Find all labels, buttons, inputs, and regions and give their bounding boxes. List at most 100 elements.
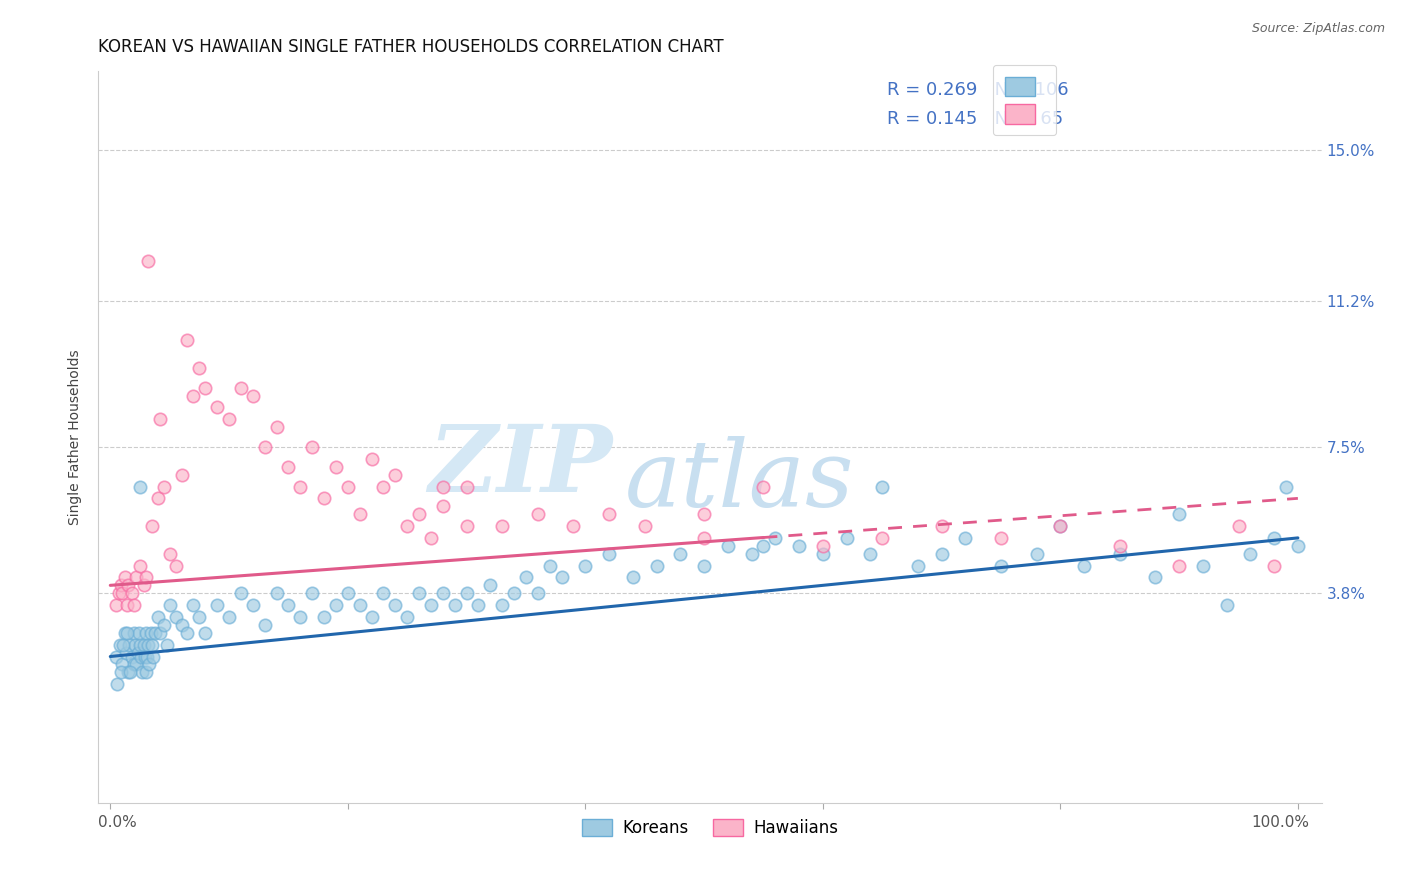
Point — [165, 610, 187, 624]
Text: R = 0.269   N = 106: R = 0.269 N = 106 — [887, 80, 1069, 99]
Point — [122, 625, 145, 640]
Point — [159, 598, 181, 612]
Point — [990, 558, 1012, 573]
Point — [562, 519, 585, 533]
Point — [142, 649, 165, 664]
Point — [443, 598, 465, 612]
Point — [456, 586, 478, 600]
Point — [277, 598, 299, 612]
Point — [122, 598, 145, 612]
Point — [132, 578, 155, 592]
Point — [396, 519, 419, 533]
Point — [110, 578, 132, 592]
Point — [527, 586, 550, 600]
Text: R = 0.145   N =  65: R = 0.145 N = 65 — [887, 110, 1064, 128]
Point — [115, 598, 138, 612]
Point — [752, 479, 775, 493]
Point — [138, 657, 160, 672]
Point — [229, 586, 252, 600]
Point — [693, 558, 716, 573]
Point — [763, 531, 786, 545]
Point — [325, 598, 347, 612]
Point — [146, 610, 169, 624]
Point — [266, 586, 288, 600]
Point — [218, 610, 240, 624]
Text: ZIP: ZIP — [427, 421, 612, 511]
Point — [870, 479, 893, 493]
Point — [183, 388, 205, 402]
Point — [811, 547, 834, 561]
Point — [131, 665, 153, 680]
Point — [136, 649, 159, 664]
Point — [420, 598, 443, 612]
Point — [420, 531, 443, 545]
Text: atlas: atlas — [624, 436, 853, 526]
Point — [129, 558, 152, 573]
Text: 0.0%: 0.0% — [98, 814, 138, 830]
Point — [693, 531, 716, 545]
Point — [129, 638, 152, 652]
Point — [432, 500, 454, 514]
Point — [141, 638, 163, 652]
Point — [1108, 547, 1130, 561]
Point — [111, 657, 134, 672]
Point — [456, 479, 478, 493]
Point — [120, 665, 142, 680]
Point — [159, 547, 181, 561]
Point — [1168, 558, 1191, 573]
Point — [1049, 519, 1071, 533]
Point — [156, 638, 179, 652]
Point — [870, 531, 893, 545]
Point — [634, 519, 657, 533]
Point — [118, 638, 141, 652]
Point — [152, 618, 174, 632]
Point — [141, 519, 163, 533]
Point — [110, 665, 132, 680]
Point — [205, 598, 228, 612]
Point — [128, 625, 150, 640]
Point — [136, 638, 159, 652]
Point — [183, 598, 205, 612]
Point — [1192, 558, 1215, 573]
Point — [955, 531, 977, 545]
Point — [1215, 598, 1237, 612]
Point — [290, 479, 312, 493]
Point — [360, 451, 382, 466]
Point — [859, 547, 882, 561]
Point — [188, 610, 211, 624]
Point — [538, 558, 561, 573]
Point — [432, 479, 454, 493]
Point — [1168, 507, 1191, 521]
Point — [491, 519, 513, 533]
Point — [301, 586, 323, 600]
Point — [349, 507, 371, 521]
Point — [125, 570, 148, 584]
Point — [835, 531, 858, 545]
Point — [115, 625, 138, 640]
Point — [111, 586, 134, 600]
Point — [129, 479, 152, 493]
Point — [112, 638, 135, 652]
Point — [107, 586, 129, 600]
Point — [491, 598, 513, 612]
Point — [349, 598, 371, 612]
Point — [574, 558, 596, 573]
Point — [242, 388, 264, 402]
Point — [787, 539, 810, 553]
Point — [114, 570, 136, 584]
Point — [114, 625, 136, 640]
Point — [1286, 539, 1309, 553]
Point — [1049, 519, 1071, 533]
Point — [384, 598, 406, 612]
Point — [467, 598, 489, 612]
Point — [121, 649, 143, 664]
Point — [105, 598, 128, 612]
Point — [253, 618, 276, 632]
Point — [717, 539, 740, 553]
Point — [396, 610, 419, 624]
Point — [907, 558, 929, 573]
Point — [136, 254, 159, 268]
Point — [503, 586, 526, 600]
Point — [132, 638, 155, 652]
Point — [1144, 570, 1167, 584]
